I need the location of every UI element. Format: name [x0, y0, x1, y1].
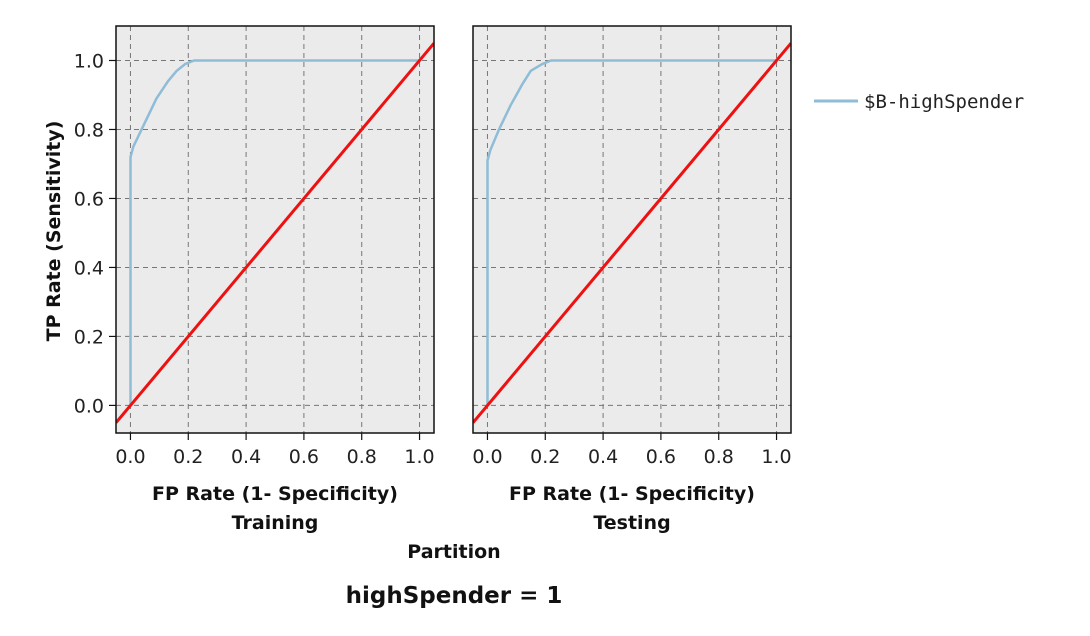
- baseline-diagonal-testing: [473, 42, 791, 424]
- y-tick-label: 0.2: [74, 326, 104, 348]
- plot-background-training: [116, 26, 434, 433]
- x-tick-label: 0.2: [530, 446, 560, 468]
- plot-background-testing: [473, 26, 791, 433]
- chart-title: highSpender = 1: [346, 583, 563, 609]
- x-tick-label: 0.6: [289, 446, 319, 468]
- x-axis-title-testing: FP Rate (1- Specificity): [509, 483, 755, 505]
- series-group-training: [116, 42, 434, 424]
- legend-label-b-highspender: $B-highSpender: [864, 91, 1024, 113]
- legend: $B-highSpender: [814, 91, 1024, 113]
- x-tick-label: 0.0: [115, 446, 145, 468]
- x-tick-label: 0.8: [704, 446, 734, 468]
- y-tick-label: 1.0: [74, 50, 104, 72]
- x-tick-label: 0.4: [231, 446, 261, 468]
- x-tick-label: 0.0: [472, 446, 502, 468]
- series-group-testing: [473, 42, 791, 424]
- x-tick-label: 0.6: [646, 446, 676, 468]
- plot-frame-training: [115, 25, 435, 434]
- panels-layer: 0.0 0.2 0.4 0.6 0.8 1.0 0.0 0.2 0.4 0.6 0.8 1.0 FP R…: [74, 25, 792, 534]
- y-axis-title: TP Rate (Sensitivity): [43, 121, 65, 342]
- y-tick-label: 0.0: [74, 395, 104, 417]
- panel-title-training: Training: [232, 512, 319, 534]
- x-tick-label: 1.0: [404, 446, 434, 468]
- panel-testing: 0.0 0.2 0.4 0.6 0.8 1.0 FP Rate (1- Specificit…: [472, 25, 792, 534]
- facet-label: Partition: [407, 541, 500, 563]
- baseline-diagonal-training: [116, 42, 434, 424]
- x-tick-label: 1.0: [761, 446, 791, 468]
- roc-curve-testing: [486, 59, 777, 406]
- x-tick-label: 0.2: [173, 446, 203, 468]
- panel-training: 0.0 0.2 0.4 0.6 0.8 1.0 0.0 0.2 0.4 0.6 0.8 1.0 FP R…: [74, 25, 435, 534]
- y-tick-label: 0.4: [74, 257, 104, 279]
- y-tick-label: 0.6: [74, 188, 104, 210]
- x-tick-label: 0.8: [347, 446, 377, 468]
- plot-frame-testing: [472, 25, 792, 434]
- roc-curve-training: [129, 59, 420, 406]
- y-tick-label: 0.8: [74, 119, 104, 141]
- panel-title-testing: Testing: [593, 512, 670, 534]
- x-axis-title-training: FP Rate (1- Specificity): [152, 483, 398, 505]
- x-tick-label: 0.4: [588, 446, 618, 468]
